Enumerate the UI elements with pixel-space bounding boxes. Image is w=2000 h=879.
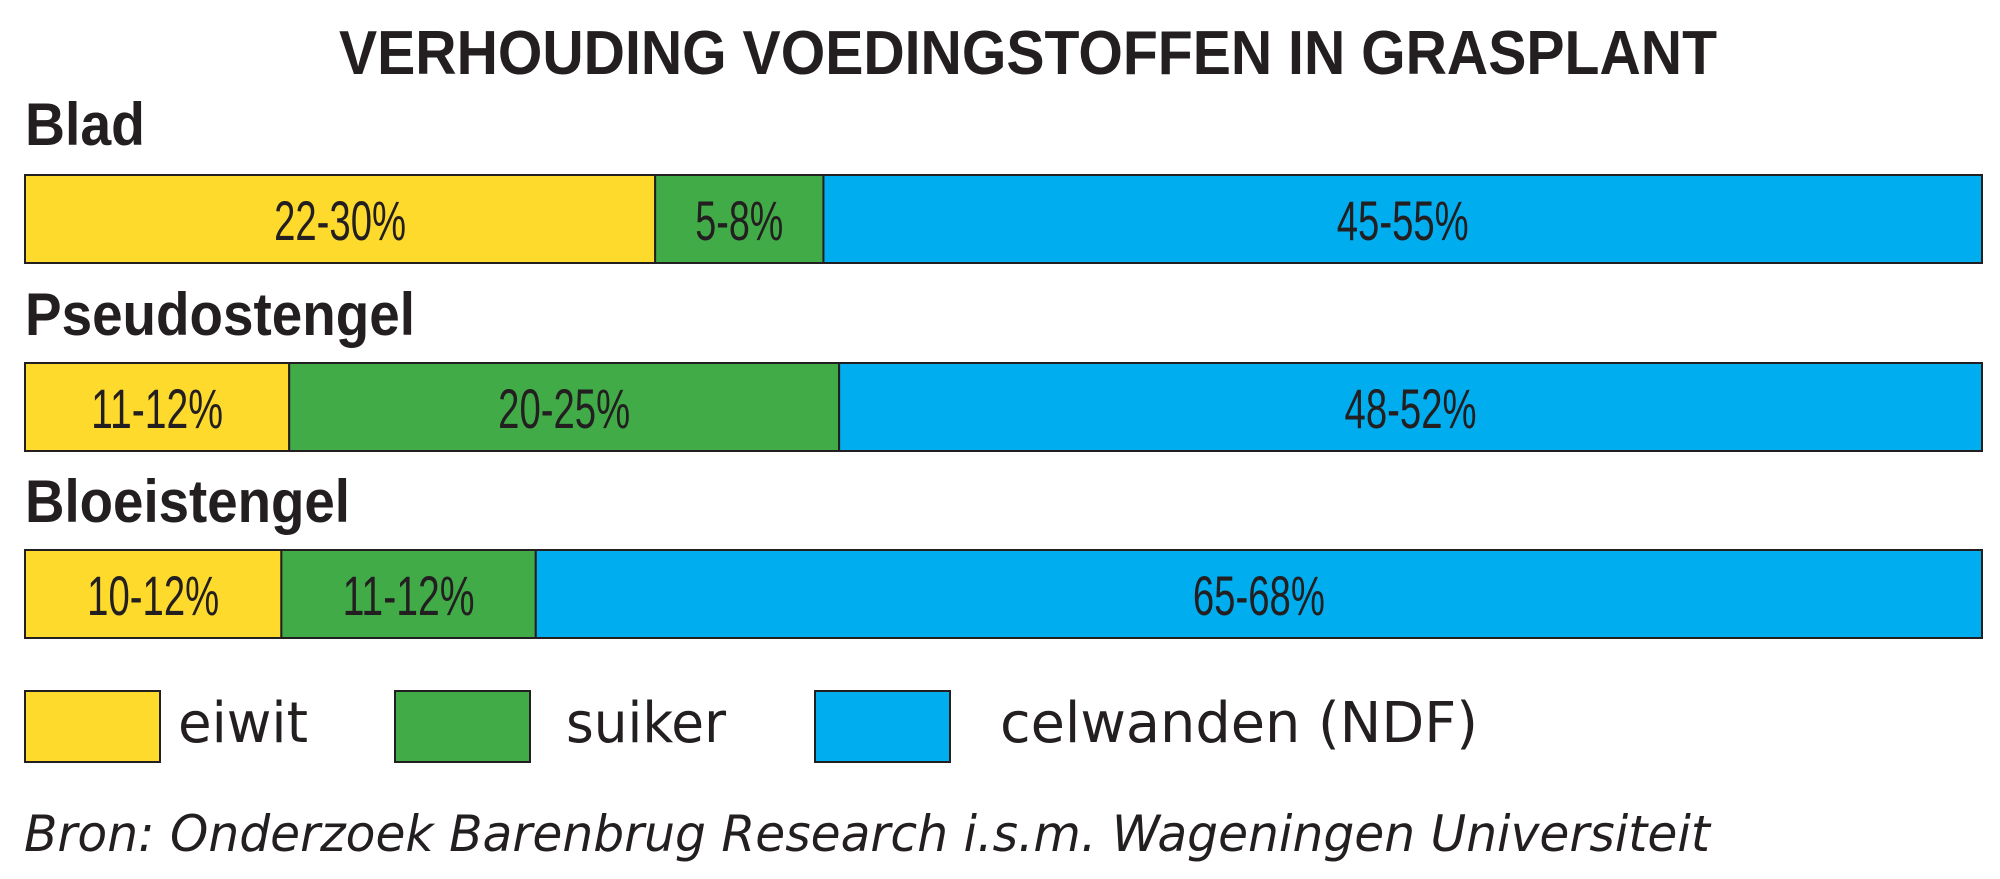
legend-swatch-eiwit: [24, 690, 161, 763]
source-note: Bron: Onderzoek Barenbrug Research i.s.m…: [24, 805, 1712, 863]
legend-label-suiker: suiker: [566, 691, 727, 756]
data-label-pseudostengel-suiker: 20-25%: [498, 377, 630, 440]
bar-segment-pseudostengel-celwanden: [838, 362, 1983, 452]
data-label-bloeistengel-celwanden: 65-68%: [1193, 564, 1325, 627]
bar-segment-pseudostengel-eiwit: [24, 362, 291, 452]
legend-label-eiwit: eiwit: [178, 691, 308, 756]
row-label-blad: Blad: [25, 91, 145, 158]
bar-segment-bloeistengel-celwanden: [534, 549, 1983, 639]
bar-segment-blad-celwanden: [822, 174, 1983, 264]
legend-label-celwanden: celwanden (NDF): [1000, 691, 1478, 756]
bar-segment-pseudostengel-suiker: [288, 362, 841, 452]
data-label-pseudostengel-celwanden: 48-52%: [1345, 377, 1477, 440]
chart-rows: Blad 22-30% 5-8% 45-55% Pseudostengel 11-12% 2…: [24, 91, 1983, 639]
legend-swatch-suiker: [394, 690, 531, 763]
chart-title: VERHOUDING VOEDINGSTOFFEN IN GRASPLANT: [339, 19, 1717, 88]
bar-segment-bloeistengel-eiwit: [24, 549, 283, 639]
chart-legend: eiwit suiker celwanden (NDF): [24, 690, 1478, 763]
row-label-bloeistengel: Bloeistengel: [25, 468, 350, 535]
data-label-pseudostengel-eiwit: 11-12%: [91, 377, 223, 440]
data-label-blad-celwanden: 45-55%: [1337, 189, 1469, 252]
bar-segment-bloeistengel-suiker: [280, 549, 537, 639]
bar-segment-blad-eiwit: [24, 174, 657, 264]
legend-swatch-celwanden: [814, 690, 951, 763]
row-label-pseudostengel: Pseudostengel: [25, 281, 415, 348]
data-label-bloeistengel-eiwit: 10-12%: [87, 564, 219, 627]
bar-segment-blad-suiker: [654, 174, 825, 264]
data-label-blad-suiker: 5-8%: [695, 189, 783, 252]
data-label-bloeistengel-suiker: 11-12%: [343, 564, 475, 627]
data-label-blad-eiwit: 22-30%: [274, 189, 406, 252]
